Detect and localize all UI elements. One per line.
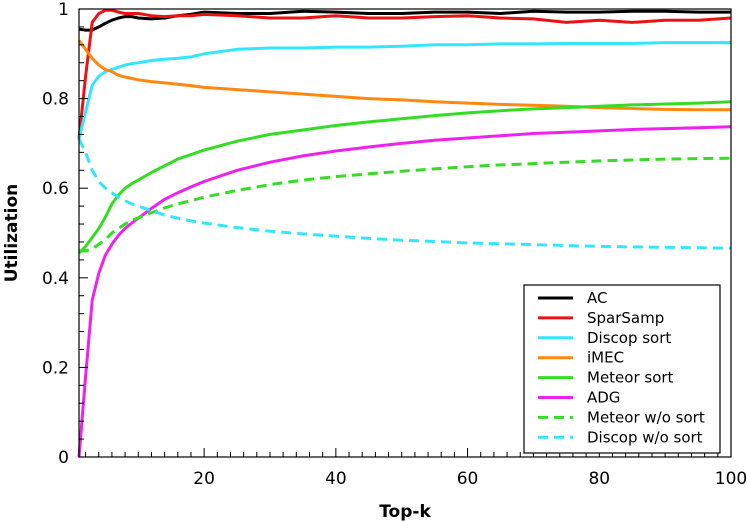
series-line-imec	[77, 39, 731, 112]
y-tick-label: 0.2	[42, 358, 69, 378]
series-line-meteor-sort	[77, 100, 732, 255]
y-axis-title: Utilization	[2, 184, 22, 283]
legend-label: AC	[587, 289, 607, 307]
series-layer	[77, 8, 732, 458]
series-line-discop-w-o-sort	[77, 138, 732, 250]
legend-label: Meteor sort	[587, 369, 674, 387]
legend-label: Discop sort	[587, 329, 671, 347]
x-tick-label: 20	[193, 469, 215, 489]
series-line-adg	[77, 125, 732, 458]
legend-label: iMEC	[587, 349, 624, 367]
y-tick-label: 0.8	[42, 90, 69, 110]
legend: AC SparSamp Discop sort iMEC Meteor sort ADGM…	[523, 284, 721, 454]
x-axis-title: Top-k	[379, 502, 431, 522]
x-tick-label: 100	[715, 469, 747, 489]
legend-label: Meteor w/o sort	[587, 408, 705, 426]
legend-label: Discop w/o sort	[587, 428, 703, 446]
x-axis: 20 40 60 80 100	[85, 448, 747, 489]
legend-label: SparSamp	[587, 309, 664, 327]
y-tick-label: 0.4	[42, 269, 69, 289]
legend-box	[523, 284, 721, 454]
series-line-meteor-w-o-sort	[79, 156, 732, 253]
y-axis: 0 0.2 0.4 0.6 0.8 1	[42, 0, 88, 468]
y-tick-label: 0.6	[42, 179, 69, 199]
series-line-discop-sort	[77, 41, 731, 140]
plot-frame	[78, 8, 732, 458]
x-tick-label: 60	[457, 469, 479, 489]
legend-label: ADG	[587, 389, 620, 407]
series-line-sparsamp	[77, 8, 732, 140]
series-line-ac	[78, 9, 731, 32]
y-tick-label: 0	[58, 448, 69, 468]
x-tick-label: 80	[588, 469, 610, 489]
y-tick-label: 1	[58, 0, 69, 20]
x-tick-label: 40	[325, 469, 347, 489]
